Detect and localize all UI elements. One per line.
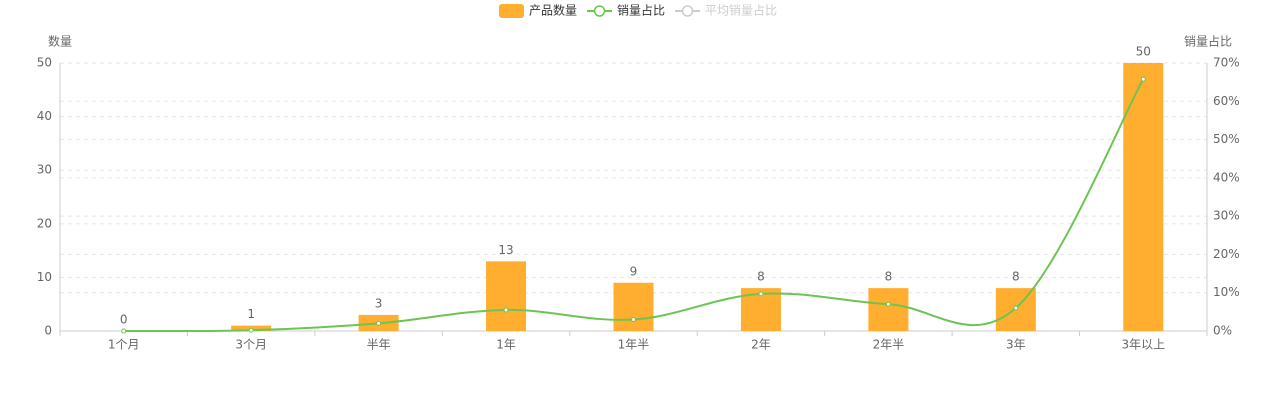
bar	[868, 288, 909, 331]
bar	[613, 282, 654, 331]
line-point	[1140, 76, 1146, 82]
y2-tick-label: 30%	[1213, 209, 1240, 223]
bar-value-label: 13	[498, 243, 513, 257]
y2-tick-label: 20%	[1213, 247, 1240, 261]
legend-swatch	[499, 4, 524, 18]
x-tick-label: 半年	[367, 338, 391, 352]
legend-swatch	[593, 5, 606, 17]
bar-value-label: 1	[247, 307, 255, 321]
x-tick-label: 3年	[1006, 338, 1026, 352]
y-tick-label: 50	[37, 56, 52, 70]
bar-value-label: 3	[375, 296, 383, 310]
y-tick-label: 30	[37, 163, 52, 177]
legend-swatch	[681, 5, 694, 17]
y2-axis-label: 销量占比	[1184, 34, 1232, 49]
line-point	[503, 307, 509, 313]
x-tick-label: 2年	[751, 338, 771, 352]
bar-value-label: 0	[120, 313, 128, 327]
legend-label[interactable]: 平均销量占比	[705, 3, 777, 18]
y2-tick-label: 50%	[1213, 132, 1240, 146]
line-point	[1013, 305, 1019, 311]
y2-tick-label: 10%	[1213, 285, 1240, 299]
y-tick-label: 10	[37, 270, 52, 284]
x-tick-label: 3个月	[235, 338, 267, 352]
x-tick-label: 2年半	[873, 338, 905, 352]
bar-value-label: 50	[1136, 45, 1151, 59]
bar-value-label: 8	[885, 270, 893, 284]
x-tick-label: 1年	[496, 338, 516, 352]
legend-label[interactable]: 产品数量	[529, 3, 577, 18]
line-point	[631, 317, 636, 323]
line-point	[758, 291, 764, 297]
y-axis-label: 数量	[48, 34, 72, 49]
line-point	[248, 327, 254, 333]
y-tick-label: 0	[44, 324, 52, 338]
y2-tick-label: 70%	[1213, 56, 1240, 70]
bar-value-label: 9	[630, 264, 638, 278]
bar-value-label: 8	[757, 270, 765, 284]
y-tick-label: 20	[37, 216, 52, 230]
bar	[1123, 63, 1164, 331]
x-tick-label: 3年以上	[1121, 338, 1165, 352]
bar-value-label: 8	[1012, 270, 1020, 284]
x-tick-label: 1个月	[108, 338, 140, 352]
x-tick-label: 1年半	[618, 338, 650, 352]
y2-tick-label: 40%	[1213, 170, 1240, 184]
y2-tick-label: 60%	[1213, 94, 1240, 108]
line-point	[376, 320, 382, 326]
line-point	[885, 301, 891, 307]
y-tick-label: 40	[37, 109, 52, 123]
line-point	[121, 328, 127, 334]
bar	[486, 261, 527, 331]
legend-label[interactable]: 销量占比	[617, 3, 665, 18]
y2-tick-label: 0%	[1213, 324, 1232, 338]
